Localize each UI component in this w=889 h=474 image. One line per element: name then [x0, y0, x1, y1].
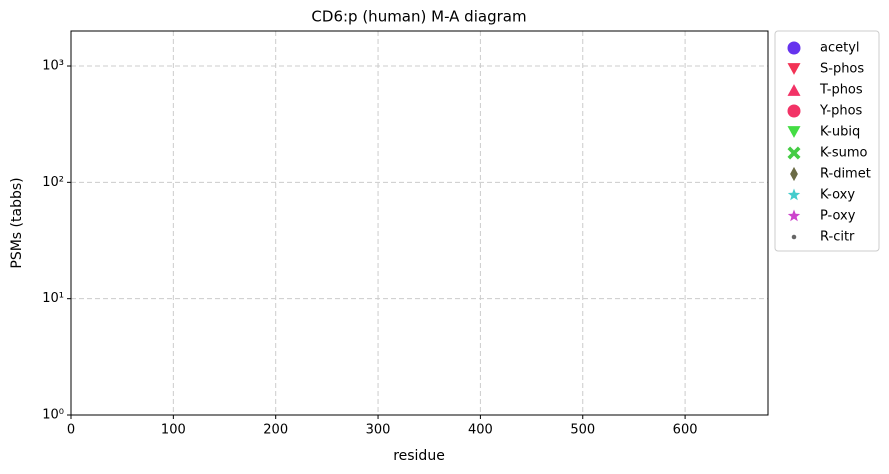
legend-label: T-phos [819, 83, 863, 98]
legend-label: acetyl [820, 41, 860, 56]
x-tick-label: 100 [161, 423, 186, 438]
legend-label: K-oxy [820, 188, 855, 203]
legend-marker [787, 188, 801, 201]
x-tick-label: 300 [366, 423, 391, 438]
legend-label: K-sumo [820, 146, 868, 161]
legend-label: Y-phos [819, 104, 863, 119]
legend-label: R-citr [820, 230, 855, 245]
y-axis-label: PSMs (tabbs) [9, 177, 25, 268]
y-tick-label: 10⁰ [42, 408, 64, 423]
x-tick-label: 500 [570, 423, 595, 438]
x-tick-label: 600 [673, 423, 698, 438]
chart-title: CD6:p (human) M-A diagram [311, 8, 526, 26]
legend-label: R-dimet [820, 167, 871, 182]
legend-box [774, 30, 880, 252]
y-tick-label: 10² [42, 175, 64, 190]
legend-marker [787, 84, 801, 96]
x-tick-label: 0 [67, 423, 75, 438]
legend-label: S-phos [820, 62, 864, 77]
x-tick-label: 200 [263, 423, 288, 438]
legend-marker [791, 234, 797, 240]
legend-marker [787, 209, 801, 222]
legend-marker [787, 41, 801, 55]
legend-marker [787, 146, 801, 160]
legend-label: P-oxy [820, 209, 856, 224]
legend-marker [787, 126, 801, 138]
legend-marker [787, 104, 801, 118]
legend-marker [790, 166, 798, 182]
legend-label: K-ubiq [820, 125, 860, 140]
legend-marker [787, 63, 801, 75]
y-tick-label: 10³ [42, 59, 64, 74]
x-axis-label: residue [393, 448, 445, 464]
x-tick-label: 400 [468, 423, 493, 438]
y-tick-label: 10¹ [42, 291, 64, 306]
plot-frame [70, 30, 769, 416]
